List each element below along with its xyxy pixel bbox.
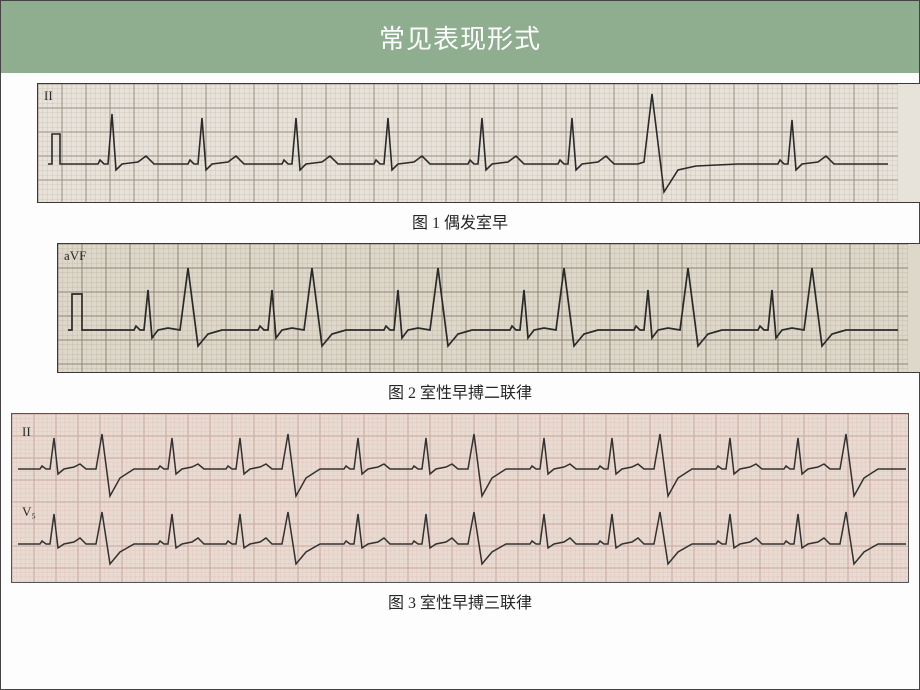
ecg-trace-1 [48, 94, 888, 192]
ecg-trace-3a [18, 434, 906, 496]
lead-label-fig2: aVF [64, 248, 86, 264]
caption-1: 图 1 偶发室早 [11, 203, 909, 237]
slide-title: 常见表现形式 [379, 19, 541, 56]
ecg-svg-3 [12, 414, 909, 583]
caption-3: 图 3 室性早搏三联律 [11, 583, 909, 617]
slide-content: II 图 1 偶发室早 aVF 图 2 室性早搏二联律 II V₅ [1, 73, 919, 617]
ecg-strip-3: II V₅ [11, 413, 909, 583]
ecg-strip-1: II [37, 83, 920, 203]
figure-2: aVF 图 2 室性早搏二联律 [11, 243, 909, 407]
ecg-svg-2 [58, 244, 908, 373]
slide-title-bar: 常见表现形式 [1, 1, 919, 73]
grid-2 [58, 244, 908, 373]
ecg-strip-2: aVF [57, 243, 920, 373]
grid-1 [38, 84, 898, 203]
lead-label-fig1: II [44, 88, 53, 104]
figure-3: II V₅ 图 3 室性早搏三联律 [11, 413, 909, 617]
caption-2: 图 2 室性早搏二联律 [11, 373, 909, 407]
lead-label-fig3-a: II [22, 424, 31, 440]
grid-3 [12, 414, 909, 583]
lead-label-fig3-b: V₅ [22, 504, 36, 520]
ecg-svg-1 [38, 84, 898, 203]
figure-1: II 图 1 偶发室早 [11, 83, 909, 237]
